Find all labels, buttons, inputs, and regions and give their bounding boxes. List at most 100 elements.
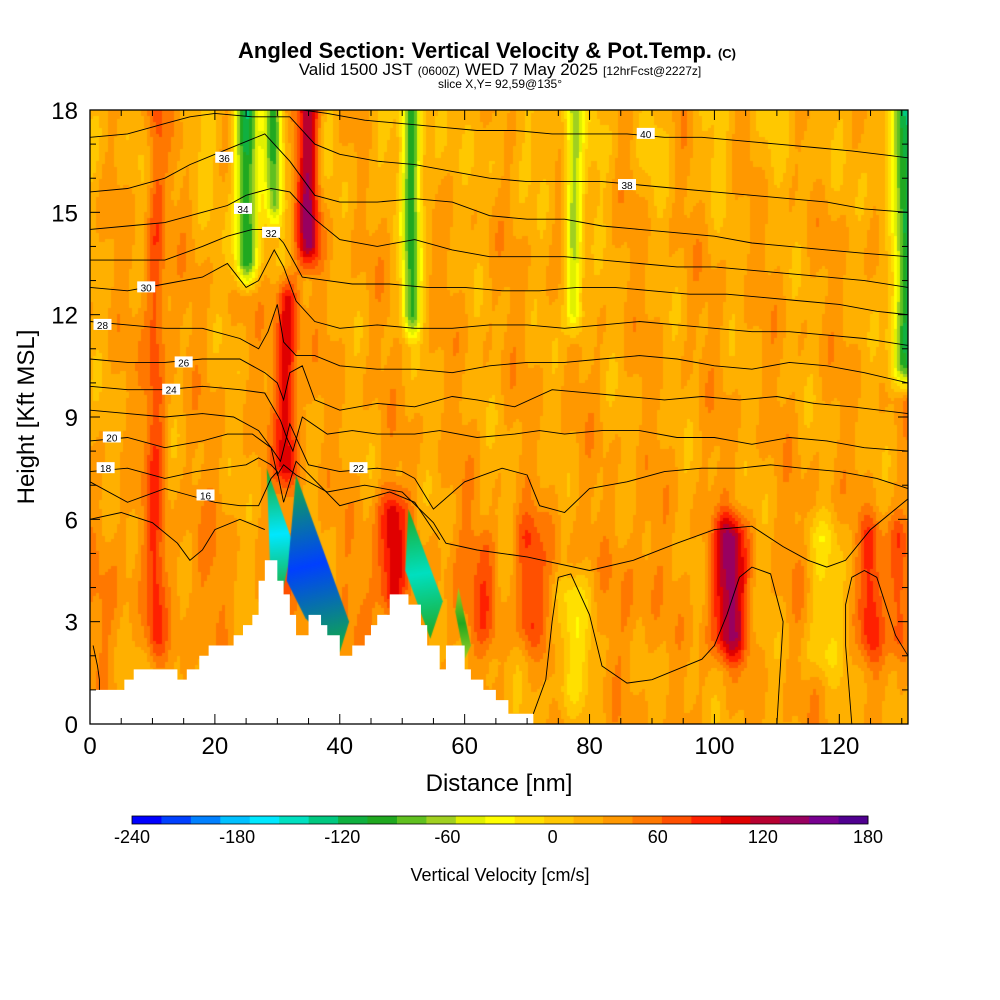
contour-label-bg [233, 202, 252, 214]
contour-line [89, 133, 909, 258]
contour-label-bg [102, 431, 121, 443]
colorbar-swatch [220, 816, 251, 824]
velocity-heatmap [90, 110, 908, 724]
contour-label: 16 [200, 491, 212, 502]
contour-label-bg [96, 462, 115, 474]
colorbar-swatch [455, 816, 486, 824]
colorbar-tick-label: -180 [219, 827, 255, 847]
x-tick-label: 100 [694, 733, 734, 760]
contour-label-bg [636, 127, 655, 139]
contour-label: 36 [219, 154, 231, 165]
colorbar-tick-label: -120 [324, 827, 360, 847]
y-tick-label: 6 [65, 507, 78, 534]
y-tick-label: 9 [65, 405, 78, 432]
title-suffix: (C) [718, 46, 736, 61]
colorbar-swatch [485, 816, 516, 824]
contour-line [89, 457, 278, 479]
colorbar-swatch [279, 816, 310, 824]
colorbar-label: Vertical Velocity [cm/s] [410, 865, 589, 885]
contour-label: 34 [237, 205, 249, 216]
subtitle-part: (0600Z) [418, 64, 460, 78]
contour-line [89, 409, 909, 514]
colorbar-tick-label: 120 [748, 827, 778, 847]
x-tick-label: 80 [576, 733, 603, 760]
contour-label: 26 [178, 358, 190, 369]
x-tick-label: 0 [83, 733, 96, 760]
y-tick-label: 3 [65, 610, 78, 637]
y-tick-label: 15 [51, 200, 78, 227]
colorbar-tick-label: -240 [114, 827, 150, 847]
colorbar-swatch [396, 816, 427, 824]
contour-label-bg [196, 489, 215, 501]
contour-label: 24 [166, 386, 178, 397]
contour-label: 18 [100, 464, 112, 475]
contour-label: 32 [266, 229, 278, 240]
tick-marks [89, 109, 908, 725]
contour-line [845, 569, 909, 725]
colorbar-swatch [632, 816, 663, 824]
y-tick-label: 18 [51, 98, 78, 125]
contour-label: 28 [97, 321, 109, 332]
subtitle-part: [12hrFcst@2227z] [603, 64, 701, 78]
colorbar-tick-label: 0 [548, 827, 558, 847]
contour-label-bg [215, 151, 234, 163]
y-tick-label: 12 [51, 303, 78, 330]
chart-title: Angled Section: Vertical Velocity & Pot.… [238, 38, 736, 63]
y-axis-label: Height [Kft MSL] [13, 330, 40, 505]
contour-line [89, 188, 909, 288]
colorbar-swatch [691, 816, 722, 824]
contour-line [532, 566, 784, 725]
contour-label: 40 [640, 130, 652, 141]
contour-line [89, 112, 909, 213]
x-tick-label: 60 [451, 733, 478, 760]
colorbar-swatch [249, 816, 280, 824]
colorbar-swatch [603, 816, 633, 824]
contour-label-bg [349, 462, 368, 474]
x-tick-label: 40 [326, 733, 353, 760]
contour-label-bg [262, 226, 281, 238]
colorbar-swatch [426, 816, 457, 824]
contour-label-bg [174, 356, 193, 368]
subtitle-part: WED 7 May 2025 [465, 60, 598, 79]
colorbar-swatch [132, 816, 162, 824]
colorbar-swatch [661, 816, 692, 824]
contour-line [89, 358, 909, 415]
colorbar-swatch [338, 816, 369, 824]
contour-label: 22 [353, 464, 365, 475]
colorbar-swatch [779, 816, 810, 824]
slice-label: slice X,Y= 92,59@135° [438, 77, 562, 91]
colorbar-swatch [190, 816, 221, 824]
colorbar-swatch [514, 816, 545, 824]
contour-layer: 16 18 20 22 24 26 28 30 32 34 36 38 40 [89, 109, 909, 725]
colorbar-swatch [161, 816, 192, 824]
colorbar: -240 -180 -120 -60 0 60 120 180 [114, 815, 883, 847]
colorbar-swatch [573, 816, 604, 824]
colorbar-swatch [809, 816, 840, 824]
contour-label: 30 [141, 283, 153, 294]
colorbar-swatch [544, 816, 575, 824]
contour-line [89, 304, 909, 384]
contour-label-bg [618, 179, 637, 191]
contour-label-bg [93, 318, 112, 330]
colorbar-swatch [367, 816, 398, 824]
contour-line [90, 228, 909, 316]
contour-label: 38 [621, 181, 633, 192]
colorbar-tick-label: 180 [853, 827, 883, 847]
colorbar-swatch [308, 816, 339, 824]
contour-line [302, 109, 909, 159]
contour-label-bg [162, 383, 181, 395]
colorbar-swatch [838, 816, 869, 824]
title-main: Angled Section: Vertical Velocity & Pot.… [238, 38, 712, 63]
colorbar-swatch [750, 816, 781, 824]
contour-label-bg [137, 281, 156, 293]
subtitle-part: Valid 1500 JST [299, 60, 413, 79]
x-axis-label: Distance [nm] [426, 770, 573, 797]
contour-label: 20 [106, 433, 118, 444]
contour-line [89, 248, 909, 346]
contour-line [89, 460, 441, 541]
contour-line [89, 385, 909, 453]
contour-line [89, 512, 265, 561]
chart-subtitle: Valid 1500 JST (0600Z) WED 7 May 2025 [12hr… [299, 60, 702, 79]
